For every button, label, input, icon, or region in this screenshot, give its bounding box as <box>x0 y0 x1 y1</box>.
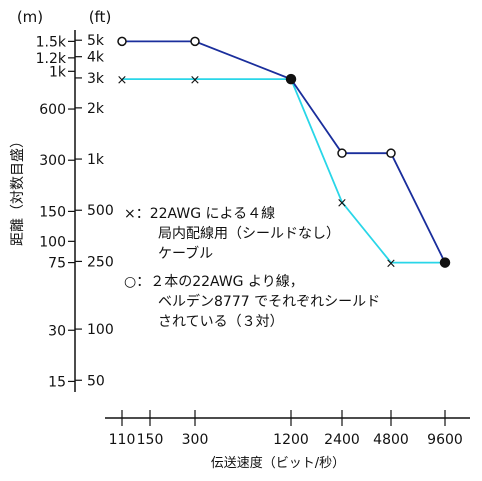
series-line-four_wire <box>122 78 445 264</box>
y-left-tick-label: 1.5k <box>36 34 67 50</box>
cross-marker-glyph: × <box>337 196 348 211</box>
y-left-tick-label: 15 <box>48 374 66 390</box>
y-left-tick-label: 1k <box>49 64 67 80</box>
legend-circle-text: ○：２本の22AWG より線， <box>124 274 304 290</box>
series-group: × × × × <box>117 36 451 272</box>
y-left-tick-label: 1.2k <box>36 51 67 67</box>
x-axis-title: 伝送速度（ビット/秒） <box>211 455 345 471</box>
y-right-tick-label: 3k <box>87 71 105 87</box>
y-left-tick-label: 100 <box>39 234 66 250</box>
y-left-tick-label: 300 <box>39 153 66 169</box>
filled-point-marker <box>439 257 451 268</box>
x-tick-label: 2400 <box>324 432 360 448</box>
y-left-tick-label: 150 <box>39 204 66 220</box>
y-right-tick-label: 1k <box>87 152 105 168</box>
x-tick-label: 1200 <box>273 432 309 448</box>
y-right-tick-label: 100 <box>87 322 114 338</box>
filled-point-marker <box>285 73 297 85</box>
y-right-tick-label: 500 <box>87 203 114 219</box>
open-circle-marker <box>117 36 127 47</box>
y-left-tick-label: 30 <box>48 323 66 339</box>
y-left-tick-label: 75 <box>48 256 66 272</box>
x-tick-label: 110 <box>109 432 136 448</box>
y-right-tick-label: 50 <box>87 373 105 389</box>
cross-marker: × <box>337 196 348 211</box>
cross-marker-glyph: × <box>386 257 397 272</box>
y-right-tick-label: 4k <box>87 50 105 66</box>
legend-circle-text: ベルデン8777 でそれぞれシールド <box>158 293 380 310</box>
y-right-tick-label: 2k <box>87 101 105 117</box>
cross-marker-glyph: × <box>117 73 128 88</box>
y-axis-title: 距離（対数目盛） <box>9 134 26 246</box>
legend-cross-text: ×：22AWG による４線 <box>124 206 275 222</box>
cross-marker-glyph: × <box>190 73 201 88</box>
open-circle-marker <box>337 148 347 158</box>
y-right-tick-label: 250 <box>87 254 114 270</box>
x-tick-label: 150 <box>137 432 164 448</box>
cross-marker: × <box>190 73 201 88</box>
x-tick-label: 4800 <box>373 432 409 448</box>
y-right-unit: (ft) <box>89 8 112 26</box>
y-left-tick-label: 600 <box>39 102 66 118</box>
y-right-tick-label: 5k <box>87 33 105 49</box>
axes <box>74 30 470 419</box>
y-left-unit: (m) <box>17 8 43 26</box>
open-circle-marker <box>386 148 396 158</box>
series-line-pair_cable <box>122 40 446 263</box>
ticks: 1.5k1.2k1k6003001501007530155k4k3k2k1k50… <box>36 33 463 448</box>
x-tick-label: 9600 <box>427 432 463 448</box>
cross-marker: × <box>386 257 397 272</box>
x-tick-label: 300 <box>182 432 209 448</box>
legend-cross-text: 局内配線用（シールドなし） <box>158 226 340 242</box>
legend-circle-text: されている（３対） <box>158 314 284 330</box>
open-circle-marker <box>190 36 200 47</box>
legend-cross-text: ケーブル <box>158 245 213 262</box>
cross-marker: × <box>117 73 128 88</box>
